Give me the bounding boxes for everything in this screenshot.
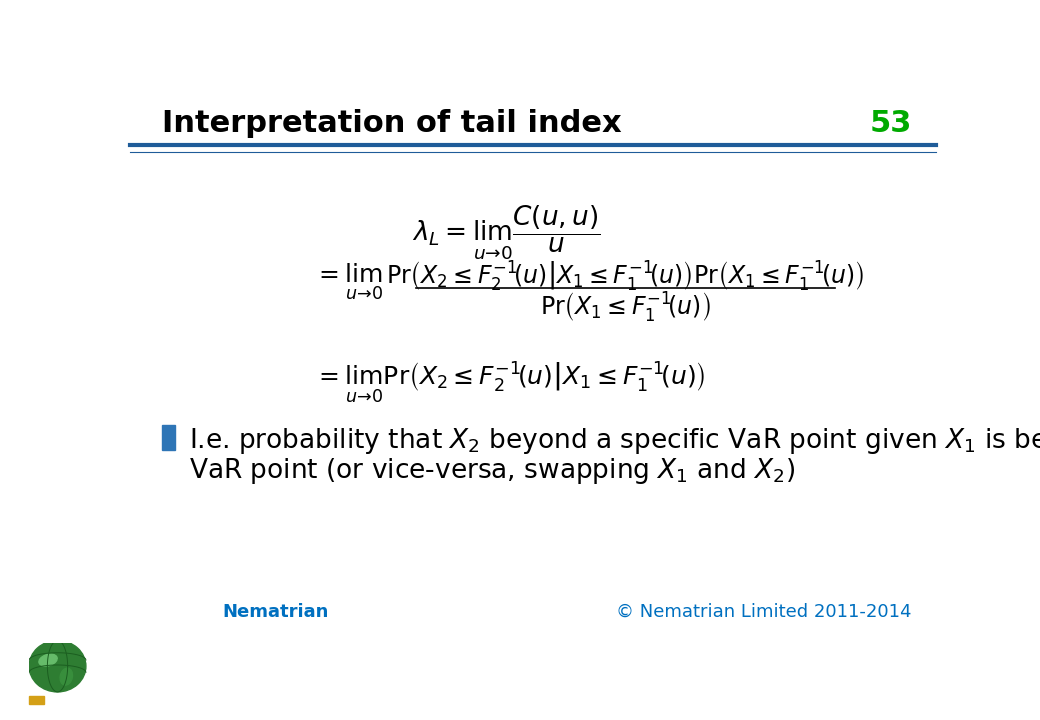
Bar xyxy=(29,696,44,704)
Bar xyxy=(162,425,175,449)
Text: $\Pr\!\left(X_2 \leq F_2^{-1}\!\left(u\right)\middle|X_1 \leq F_1^{-1}\!\left(u\: $\Pr\!\left(X_2 \leq F_2^{-1}\!\left(u\r… xyxy=(387,259,865,294)
Text: © Nematrian Limited 2011-2014: © Nematrian Limited 2011-2014 xyxy=(617,603,912,621)
Ellipse shape xyxy=(60,668,73,685)
Text: Interpretation of tail index: Interpretation of tail index xyxy=(162,109,622,138)
Ellipse shape xyxy=(38,654,57,666)
Text: Nematrian: Nematrian xyxy=(223,603,329,621)
Text: VaR point (or vice-versa, swapping $X_1$ and $X_2$): VaR point (or vice-versa, swapping $X_1$… xyxy=(189,456,796,486)
Text: $\Pr\!\left(X_1 \leq F_1^{-1}\!\left(u\right)\right)$: $\Pr\!\left(X_1 \leq F_1^{-1}\!\left(u\r… xyxy=(541,290,711,325)
Text: $= \lim_{u \to 0} \Pr\!\left(X_2 \leq F_2^{-1}\!\left(u\right)\middle|X_1 \leq F: $= \lim_{u \to 0} \Pr\!\left(X_2 \leq F_… xyxy=(314,361,705,405)
Text: 53: 53 xyxy=(869,109,912,138)
Text: $= \lim_{u \to 0}$: $= \lim_{u \to 0}$ xyxy=(314,261,383,302)
Text: $\lambda_L = \lim_{u \to 0} \dfrac{C\left(u,u\right)}{u}$: $\lambda_L = \lim_{u \to 0} \dfrac{C\lef… xyxy=(412,203,600,261)
Text: I.e. probability that $X_2$ beyond a specific VaR point given $X_1$ is beyond sa: I.e. probability that $X_2$ beyond a spe… xyxy=(189,426,1040,456)
Circle shape xyxy=(29,641,86,692)
